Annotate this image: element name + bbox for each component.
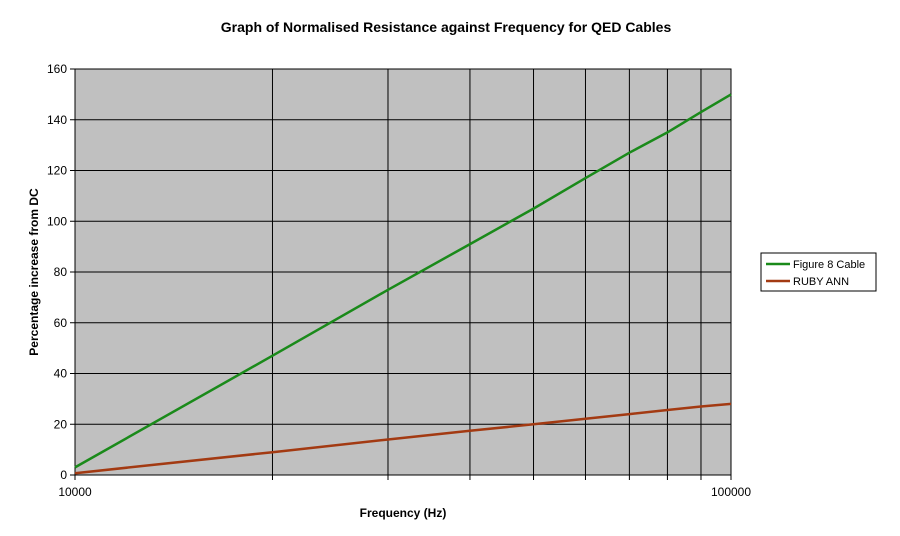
x-tick-label: 10000 xyxy=(58,485,92,499)
y-tick-label: 20 xyxy=(54,417,68,431)
legend-box xyxy=(760,252,877,292)
series-line-1 xyxy=(74,402,732,475)
y-tick-label: 40 xyxy=(54,367,68,381)
y-tick-label: 120 xyxy=(47,164,67,178)
y-tick-label: 80 xyxy=(54,265,68,279)
y-tick-label: 160 xyxy=(47,62,67,76)
legend-label-0: Figure 8 Cable xyxy=(793,259,865,271)
x-axis-title: Frequency (Hz) xyxy=(360,506,447,520)
x-tick-label: 100000 xyxy=(711,485,751,499)
y-axis-title: Percentage increase from DC xyxy=(27,188,41,356)
series-line-0 xyxy=(74,93,732,469)
y-tick-label: 60 xyxy=(54,316,68,330)
y-tick-label: 140 xyxy=(47,113,67,127)
y-tick-label: 0 xyxy=(60,468,67,482)
series-layer xyxy=(74,93,732,475)
legend-label-1: RUBY ANN xyxy=(793,276,849,288)
y-tick-label: 100 xyxy=(47,214,67,228)
y-axis: 0 20 40 60 80 100 120 140 160 xyxy=(47,62,75,482)
chart-title: Graph of Normalised Resistance against F… xyxy=(221,19,672,35)
legend: Figure 8 Cable RUBY ANN xyxy=(760,252,877,292)
x-axis: 10000 100000 xyxy=(58,475,751,499)
